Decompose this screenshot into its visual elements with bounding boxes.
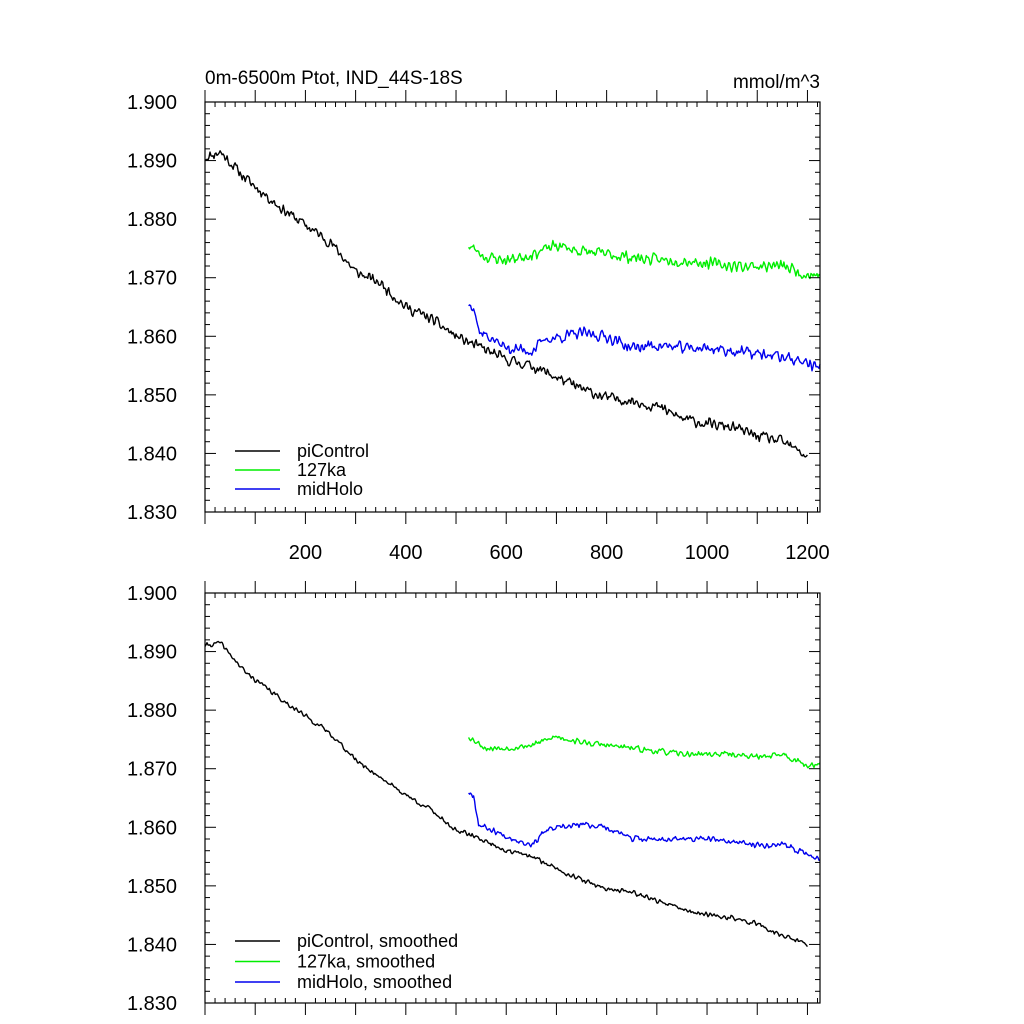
series-line-1 (468, 239, 821, 280)
y-tick-label: 1.900 (127, 92, 177, 114)
chart-title: 0m-6500m Ptot, IND_44S-18S (205, 68, 463, 89)
y-tick-label: 1.870 (127, 759, 177, 781)
legend-label: midHolo (297, 479, 363, 499)
legend-label: 127ka, smoothed (297, 952, 435, 972)
x-tick-label: 200 (289, 542, 322, 564)
y-tick-label: 1.880 (127, 209, 177, 231)
plot-frame (204, 101, 821, 513)
y-tick-label: 1.890 (127, 151, 177, 173)
y-tick-label: 1.850 (127, 876, 177, 898)
legend-label: piControl, smoothed (297, 931, 458, 951)
legend-label: 127ka (297, 460, 347, 480)
legend-label: midHolo, smoothed (297, 972, 452, 992)
x-tick-label: 1200 (785, 542, 830, 564)
y-tick-label: 1.880 (127, 700, 177, 722)
legend-label: piControl (297, 441, 369, 461)
x-tick-label: 800 (590, 542, 623, 564)
panel-bottom: 1.830 1.840 1.850 1.860 1.870 1.880 1.890 1.900… (127, 581, 821, 1015)
series-line-0 (204, 640, 808, 948)
y-tick-label: 1.830 (127, 502, 177, 524)
y-tick-label: 1.900 (127, 583, 177, 605)
x-tick-label: 1000 (685, 542, 730, 564)
y-tick-label: 1.830 (127, 993, 177, 1015)
y-tick-label: 1.860 (127, 817, 177, 839)
units-label: mmol/m^3 (733, 72, 820, 93)
plot-frame (204, 592, 821, 1004)
y-tick-label: 1.870 (127, 268, 177, 290)
y-tick-label: 1.890 (127, 642, 177, 664)
x-tick-label: 600 (490, 542, 523, 564)
series-line-2 (468, 304, 821, 372)
series-line-0 (204, 150, 808, 458)
y-tick-label: 1.840 (127, 934, 177, 956)
x-tick-label: 400 (389, 542, 422, 564)
y-tick-label: 1.840 (127, 443, 177, 465)
panel-top: 0m-6500m Ptot, IND_44S-18S mmol/m^3 1.83… (127, 68, 830, 564)
series-line-1 (467, 735, 821, 769)
y-tick-label: 1.850 (127, 385, 177, 407)
series-line-2 (468, 792, 821, 862)
y-tick-label: 1.860 (127, 326, 177, 348)
